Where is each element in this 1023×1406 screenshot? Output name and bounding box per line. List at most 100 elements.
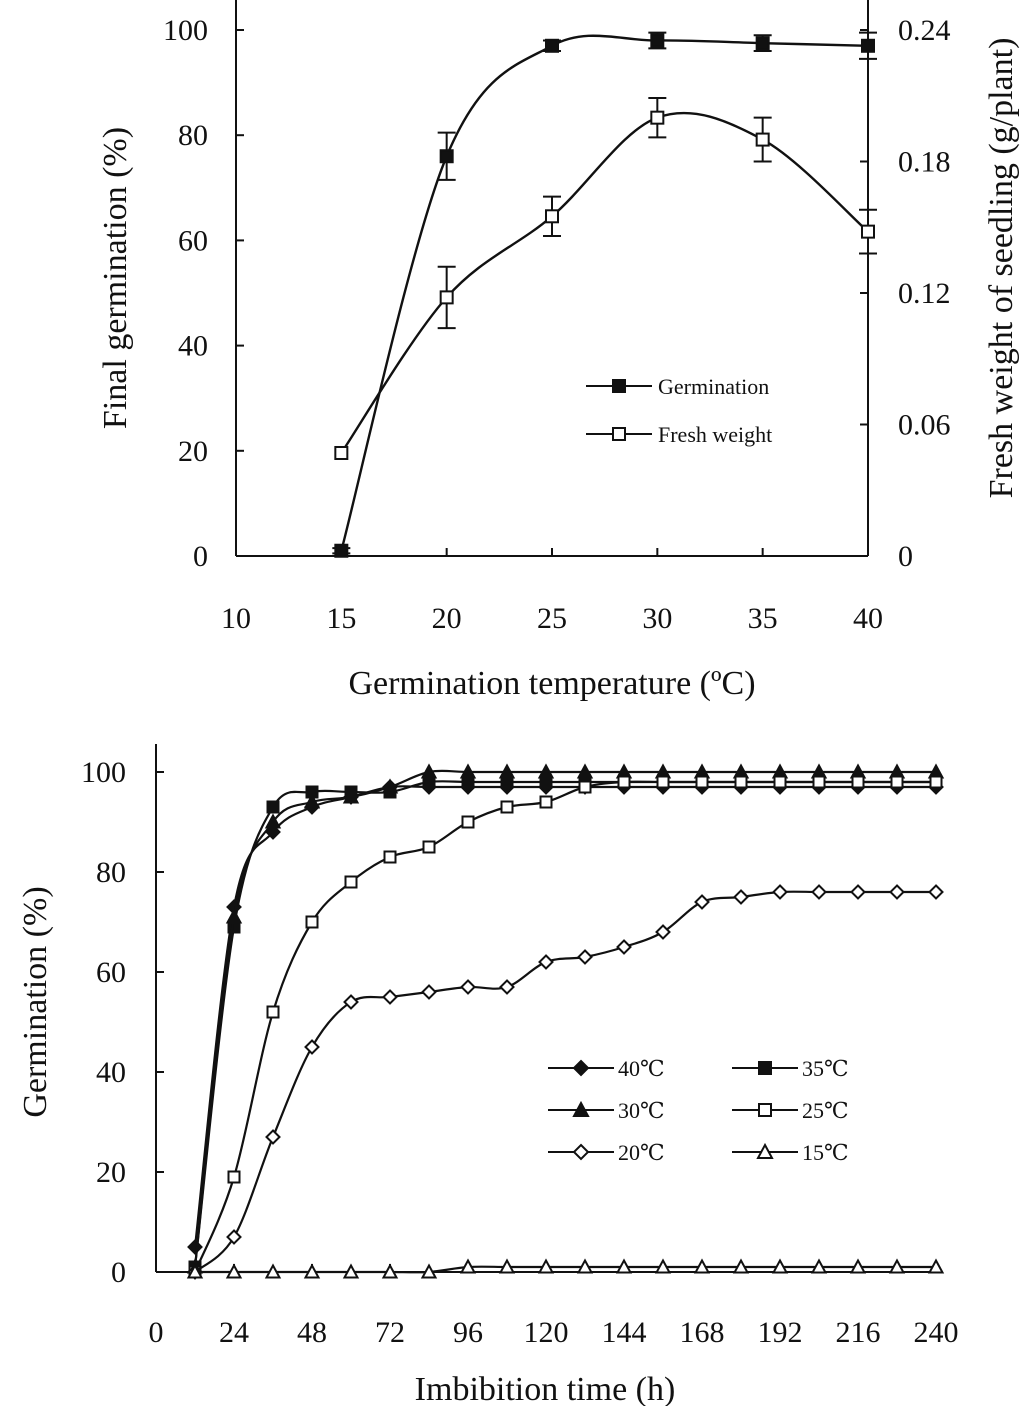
data-point [851,775,865,789]
data-point [812,775,826,789]
data-point [576,1258,594,1274]
data-point [734,775,748,789]
data-point [539,795,553,809]
data-point [500,800,514,814]
data-point [537,763,555,779]
y2-tick-label: 0.18 [898,146,951,179]
legend-label: 20℃ [618,1140,665,1165]
chart-imbibition-axes: 0 20 40 60 80 100 0 24 48 72 96 120 144 168 192 216 240 I… [17,744,959,1406]
y-tick-label: 20 [178,435,208,468]
data-point [861,224,875,239]
data-point [888,1258,906,1274]
x-tick-label: 96 [453,1316,483,1349]
data-point [545,209,559,224]
data-point [650,33,665,48]
y2-tick-label: 0.24 [898,14,951,47]
data-point [459,1258,477,1274]
x-tick-label: 0 [149,1316,164,1349]
data-point [733,889,749,905]
data-point [266,800,280,814]
data-point [655,924,671,940]
series-line [193,780,936,1273]
legend-marker [612,379,626,393]
legend-marker [758,1103,772,1117]
x-tick-label: 48 [297,1316,327,1349]
data-point [187,1239,203,1255]
data-point [694,894,710,910]
x-tick-label: 192 [758,1316,803,1349]
legend-marker [756,1142,774,1159]
x-tick-label: 25 [537,602,567,635]
data-point [693,1258,711,1274]
data-point [303,793,321,809]
data-point [381,778,399,794]
data-point [304,1039,320,1055]
data-point [889,884,905,900]
series-line [340,34,869,552]
y-axis-title: Germination (%) [17,886,54,1117]
x-tick-label: 35 [748,602,778,635]
x-tick-label: 216 [836,1316,881,1349]
y-tick-label: 0 [193,540,208,573]
data-point [850,884,866,900]
chart-temperature-legend: Germination Fresh weight [586,374,772,447]
x-tick-label: 168 [680,1316,725,1349]
data-point [265,824,281,840]
y2-tick-label: 0.06 [898,409,951,442]
data-point [849,1258,867,1274]
chart-temperature: 0 20 40 60 80 100 0 0.06 0.12 0.18 0.24 10 15 20 25 30 3… [97,0,1020,702]
data-point [461,815,475,829]
data-point [537,1258,555,1274]
data-point [186,1263,204,1279]
data-point [225,908,243,924]
data-point [755,132,770,147]
data-point [755,36,770,51]
legend-label: Fresh weight [658,422,772,447]
series-line [193,785,936,1248]
data-point [460,979,476,995]
data-point [927,1258,945,1274]
data-point [383,850,397,864]
chart-temperature-axes: 0 20 40 60 80 100 0 0.06 0.12 0.18 0.24 10 15 20 25 30 3… [97,0,1020,702]
data-point [772,884,788,900]
data-point [929,775,943,789]
data-point [656,775,670,789]
legend-label: 40℃ [618,1056,665,1081]
data-point [498,763,516,779]
data-point [545,38,559,53]
data-point [576,763,594,779]
legend-label: 25℃ [802,1098,849,1123]
data-point [226,1229,242,1245]
x-tick-label: 15 [326,602,356,635]
data-point [264,1263,282,1279]
data-point [654,1258,672,1274]
x-axis-title: Imbibition time (h) [415,1371,676,1406]
chart-imbibition: 0 20 40 60 80 100 0 24 48 72 96 120 144 168 192 216 240 I… [17,744,959,1406]
y-tick-label: 80 [178,119,208,152]
data-point [890,775,904,789]
data-point [928,884,944,900]
data-point [615,1258,633,1274]
data-point [334,543,349,558]
data-point [695,775,709,789]
data-point [538,954,554,970]
y-tick-label: 100 [163,14,208,47]
data-point [861,38,875,53]
series-line [193,780,936,1268]
y-tick-label: 60 [96,956,126,989]
chart-imbibition-legend: 40℃ 35℃ 30℃ 25℃ 20℃ 15℃ [548,1056,849,1165]
series-line [193,769,936,1268]
y-tick-label: 40 [178,330,208,363]
data-point [342,788,360,804]
y-tick-label: 20 [96,1156,126,1189]
legend-label: 15℃ [802,1140,849,1165]
data-point [498,1258,516,1274]
y2-tick-label: 0 [898,540,913,573]
data-point [577,949,593,965]
legend-label: Germination [658,374,769,399]
legend-marker [612,427,626,441]
y-tick-label: 0 [111,1256,126,1289]
data-point [381,1263,399,1279]
data-point [810,1258,828,1274]
